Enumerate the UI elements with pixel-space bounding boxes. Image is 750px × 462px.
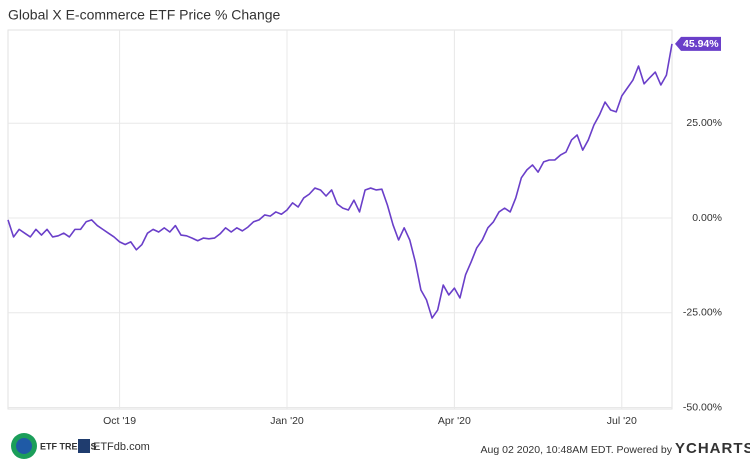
x-tick-label: Jan '20 [270, 415, 304, 427]
etfdb-logo [78, 439, 90, 453]
x-tick-label: Jul '20 [607, 415, 637, 427]
etfdb-text: ETFdb.com [93, 441, 150, 453]
value-label-box [675, 36, 721, 51]
value-label: 45.94% [683, 38, 719, 50]
brand: YCHARTS [675, 440, 750, 457]
timestamp: Aug 02 2020, 10:48AM EDT. Powered by [481, 444, 673, 456]
y-tick-label: 25.00% [686, 117, 722, 129]
etf-trends-text: ETF TRENDS [40, 441, 97, 451]
y-tick-label: -50.00% [683, 401, 722, 413]
y-tick-label: 0.00% [692, 212, 722, 224]
line [7, 43, 673, 319]
etf-trends-logo-inner [16, 438, 32, 454]
y-tick-label: -25.00% [683, 307, 722, 319]
chart-title: Global X E-commerce ETF Price % Change [8, 7, 281, 23]
plot-frame [7, 29, 673, 410]
x-tick-label: Apr '20 [438, 415, 471, 427]
x-tick-label: Oct '19 [103, 415, 136, 427]
